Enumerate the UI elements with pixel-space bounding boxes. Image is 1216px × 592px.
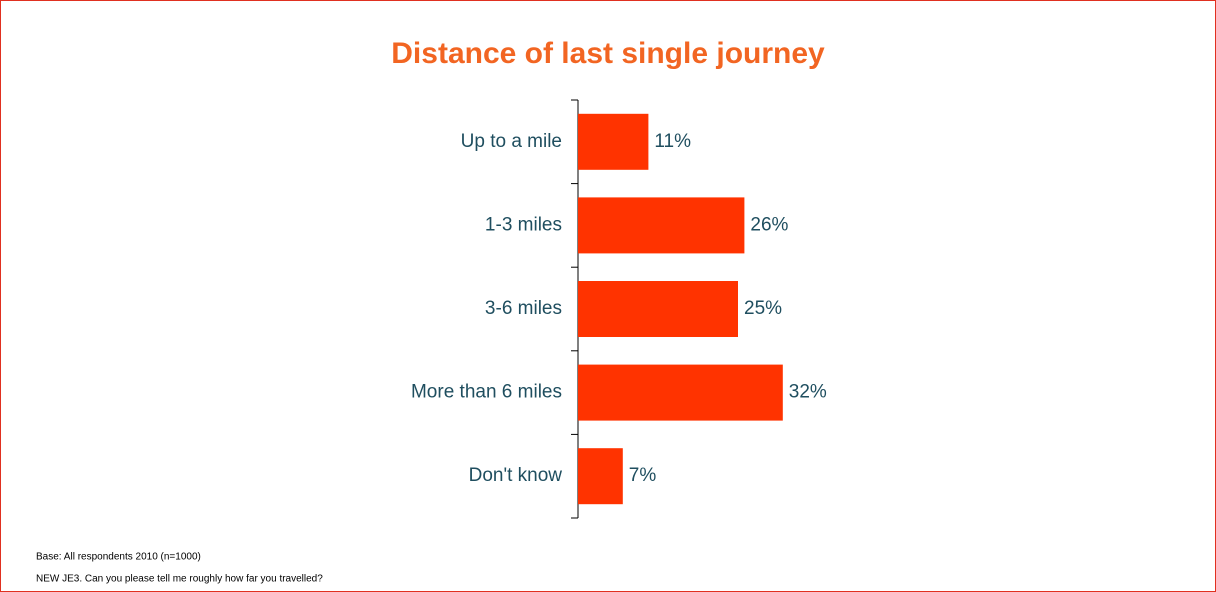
value-label: 11% xyxy=(654,131,691,152)
value-label: 7% xyxy=(629,465,657,486)
note: NEW JE3. Can you please tell me roughly … xyxy=(36,574,323,585)
bar xyxy=(578,364,783,421)
chart-title: Distance of last single journey xyxy=(391,37,825,70)
category-label: Up to a mile xyxy=(461,131,562,152)
bar xyxy=(578,197,745,254)
category-label: 3-6 miles xyxy=(485,298,562,319)
value-label: 32% xyxy=(789,382,827,403)
value-label: 26% xyxy=(750,214,788,235)
category-label: Don't know xyxy=(469,465,563,486)
category-label: More than 6 miles xyxy=(411,382,562,403)
bar xyxy=(578,448,623,505)
bar xyxy=(578,113,649,170)
category-label: 1-3 miles xyxy=(485,214,562,235)
value-label: 25% xyxy=(744,298,782,319)
note: Base: All respondents 2010 (n=1000) xyxy=(36,552,201,563)
bar xyxy=(578,281,738,337)
